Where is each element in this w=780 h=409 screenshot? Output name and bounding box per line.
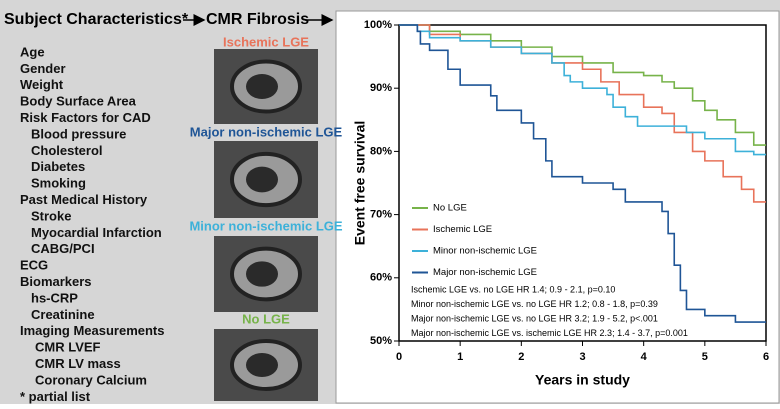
annotation: Ischemic LGE vs. no LGE HR 1.4; 0.9 - 2.…	[411, 284, 615, 294]
survival-curve	[399, 24, 766, 146]
characteristic: Past Medical History	[20, 192, 148, 207]
characteristic: Cholesterol	[31, 143, 103, 158]
characteristic: Risk Factors for CAD	[20, 110, 151, 125]
legend-label: Ischemic LGE	[433, 224, 492, 235]
image-caption: Ischemic LGE	[223, 34, 309, 49]
annotation: Major non-ischemic LGE vs. ischemic LGE …	[411, 328, 688, 338]
characteristic: hs-CRP	[31, 290, 78, 305]
mri-image-detail	[246, 74, 278, 99]
characteristic: * partial list	[20, 389, 91, 404]
characteristic: Weight	[20, 77, 64, 92]
characteristic: Age	[20, 44, 45, 59]
characteristic: Body Surface Area	[20, 94, 137, 109]
characteristic: Myocardial Infarction	[31, 225, 162, 240]
header: Subject Characteristics*	[4, 11, 189, 28]
x-tick-label: 1	[457, 351, 463, 363]
characteristic: Smoking	[31, 176, 86, 191]
mri-image-detail	[246, 261, 278, 287]
y-tick-label: 100%	[364, 19, 392, 31]
x-tick-label: 3	[579, 351, 585, 363]
x-tick-label: 6	[763, 351, 769, 363]
image-caption: Minor non-ischemic LGE	[189, 218, 342, 233]
characteristic: CMR LV mass	[35, 356, 121, 371]
x-tick-label: 2	[518, 351, 524, 363]
y-tick-label: 90%	[370, 82, 392, 94]
x-tick-label: 5	[702, 351, 708, 363]
image-caption: No LGE	[242, 311, 290, 326]
characteristic: Blood pressure	[31, 126, 126, 141]
characteristic: ECG	[20, 258, 48, 273]
legend-label: Minor non-ischemic LGE	[433, 246, 537, 257]
characteristic: Diabetes	[31, 159, 85, 174]
characteristic: Creatinine	[31, 307, 95, 322]
characteristic: Biomarkers	[20, 274, 92, 289]
x-tick-label: 4	[641, 351, 648, 363]
characteristic: Imaging Measurements	[20, 323, 165, 338]
chart-panel	[335, 10, 780, 404]
characteristic: CMR LVEF	[35, 340, 101, 355]
y-tick-label: 70%	[370, 209, 392, 221]
survival-curve	[399, 24, 766, 323]
fibrosis-header: CMR Fibrosis	[206, 11, 309, 28]
annotation: Major non-ischemic LGE vs. no LGE HR 3.2…	[411, 313, 658, 323]
y-axis-label: Event free survival	[352, 121, 368, 246]
characteristic: Gender	[20, 61, 66, 76]
survival-curve	[399, 24, 766, 156]
legend-label: Major non-ischemic LGE	[433, 267, 537, 278]
x-tick-label: 0	[396, 351, 402, 363]
annotation: Minor non-ischemic LGE vs. no LGE HR 1.2…	[411, 299, 658, 309]
legend-label: No LGE	[433, 203, 467, 214]
mri-image-detail	[246, 166, 278, 193]
x-axis-label: Years in study	[535, 372, 630, 388]
characteristic: Coronary Calcium	[35, 372, 147, 387]
characteristic: Stroke	[31, 208, 71, 223]
mri-image-detail	[246, 353, 278, 377]
y-tick-label: 50%	[370, 335, 392, 347]
characteristic: CABG/PCI	[31, 241, 95, 256]
y-tick-label: 60%	[370, 272, 392, 284]
y-tick-label: 80%	[370, 145, 392, 157]
image-caption: Major non-ischemic LGE	[190, 124, 343, 139]
